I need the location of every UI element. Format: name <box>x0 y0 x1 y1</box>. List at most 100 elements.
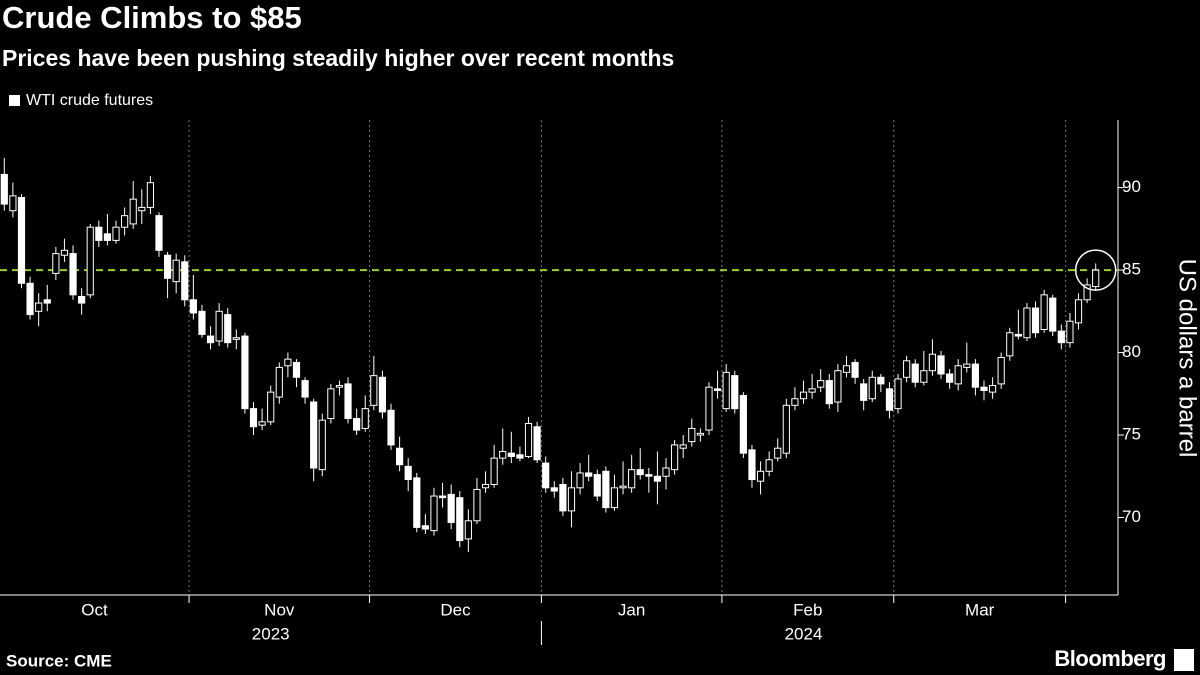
candle-body <box>791 398 799 406</box>
y-tick-label: 70 <box>1122 507 1141 526</box>
candle-body <box>636 469 644 476</box>
candle-body <box>103 233 112 241</box>
candle-body <box>903 360 911 378</box>
candle-body <box>327 388 335 420</box>
candle-body <box>387 409 395 446</box>
y-tick-label: 80 <box>1122 342 1141 361</box>
candle-body <box>481 483 490 489</box>
candle-body <box>507 452 515 457</box>
candle-body <box>1066 320 1074 344</box>
candle-body <box>877 376 885 385</box>
legend-label: WTI crude futures <box>26 92 153 109</box>
candle-body <box>464 520 472 540</box>
candle-body <box>705 386 713 431</box>
candle-body <box>1006 332 1014 357</box>
candle-body <box>524 422 533 457</box>
candle-body <box>765 459 773 472</box>
candle-body <box>946 373 954 383</box>
candle-body <box>35 302 43 312</box>
candle-body <box>86 226 94 296</box>
candle-body <box>138 206 146 212</box>
candle-body <box>825 380 833 405</box>
candle-body <box>774 447 782 459</box>
candle-body <box>963 363 971 368</box>
x-tick-label: Jan <box>618 600 645 619</box>
candle-body <box>490 457 498 485</box>
candle-body <box>0 173 8 205</box>
highlight-circle <box>1074 249 1117 291</box>
candle-body <box>430 495 438 532</box>
source: Source: CME <box>6 651 112 670</box>
candle-body <box>997 357 1005 385</box>
candle-body <box>249 408 258 428</box>
candle-body <box>696 432 704 436</box>
candle-body <box>224 314 232 344</box>
candle-body <box>206 335 215 344</box>
candle-body <box>851 361 859 378</box>
candle-body <box>559 483 567 512</box>
candle-body <box>688 427 696 443</box>
candle-body <box>335 385 344 388</box>
candle-body <box>1057 330 1065 344</box>
candle-body <box>842 365 851 373</box>
candle-body <box>146 182 154 208</box>
candle-body <box>241 335 249 410</box>
candle-body <box>713 388 722 391</box>
y-tick-label: 85 <box>1122 260 1141 279</box>
candle-body <box>129 198 137 225</box>
candle-body <box>310 401 318 469</box>
brand: Bloomberg <box>1054 646 1166 671</box>
candle-body <box>318 419 326 471</box>
candle-body <box>602 470 610 509</box>
candle-body <box>1083 284 1091 301</box>
candle-body <box>17 197 26 284</box>
candle-body <box>834 370 842 403</box>
candle-body <box>189 299 197 314</box>
candle-body <box>43 299 51 304</box>
candle-body <box>60 249 69 256</box>
candle-body <box>456 497 464 542</box>
candle-body <box>396 447 404 466</box>
candle-body <box>267 391 275 423</box>
candle-body <box>928 353 937 372</box>
candle-body <box>662 467 670 477</box>
candle-body <box>258 421 266 426</box>
candle-body <box>438 495 447 499</box>
candle-body <box>722 371 730 410</box>
candle-body <box>954 365 962 385</box>
candle-body <box>516 454 524 459</box>
candle-body <box>971 363 979 388</box>
candle-body <box>155 215 163 251</box>
y-tick-label: 90 <box>1122 177 1141 196</box>
y-tick-label: 75 <box>1122 425 1141 444</box>
candle-body <box>550 487 558 492</box>
candle-body <box>585 472 593 477</box>
x-tick-label: Nov <box>264 600 295 619</box>
candle-body <box>679 444 687 449</box>
candle-body <box>413 477 421 528</box>
candle-body <box>198 310 206 335</box>
candle-body <box>275 366 283 398</box>
candle-body <box>1074 299 1083 324</box>
candle-body <box>52 253 60 274</box>
candle-body <box>885 388 894 411</box>
candle-body <box>748 449 756 481</box>
candle-body <box>868 376 876 400</box>
candle-body <box>576 472 584 489</box>
candle-body <box>645 474 653 477</box>
candle-body <box>911 363 919 383</box>
candle-body <box>1023 307 1031 339</box>
candle-body <box>782 404 790 454</box>
candle-body <box>95 226 103 241</box>
y-axis-title: US dollars a barrel <box>1174 259 1200 458</box>
x-tick-label: Dec <box>440 600 471 619</box>
candle-body <box>653 475 662 482</box>
candle-body <box>78 295 86 304</box>
candle-body <box>593 474 601 497</box>
candle-body <box>731 375 739 410</box>
candle-body <box>817 380 825 388</box>
candle-body <box>1040 294 1048 330</box>
candle-body <box>567 487 576 512</box>
chart-title: Crude Climbs to $85 <box>2 0 302 35</box>
